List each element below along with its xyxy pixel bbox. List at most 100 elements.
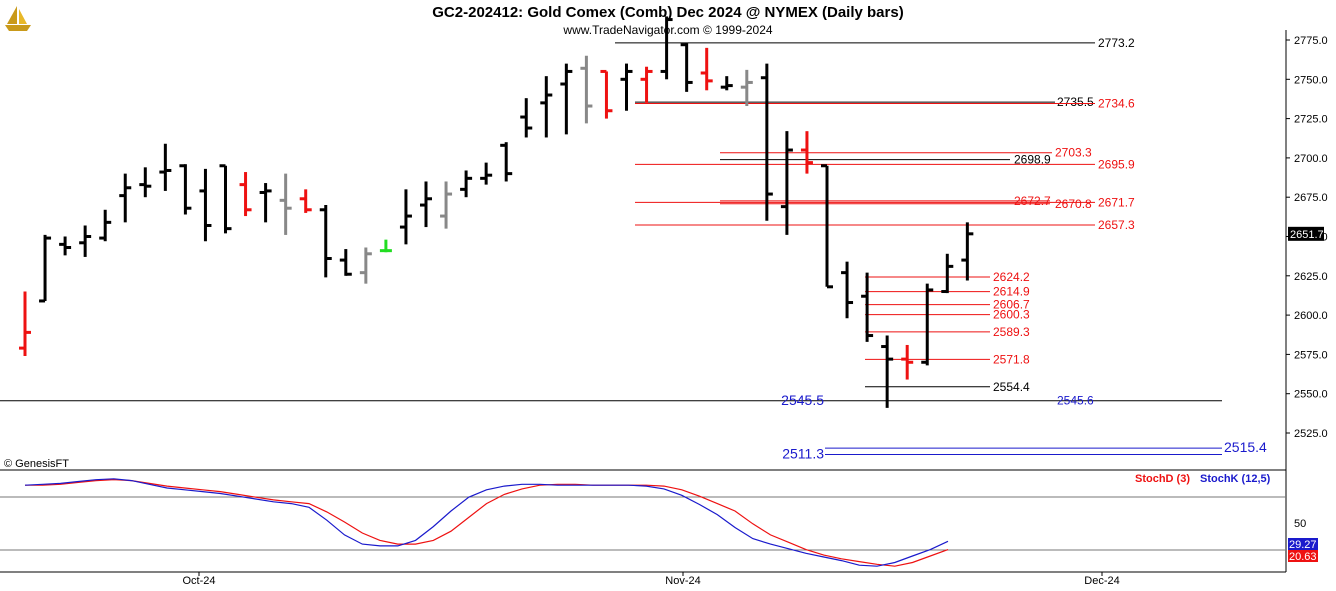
- x-label-nov: Nov-24: [665, 575, 700, 587]
- stochk-value-box: [1288, 538, 1318, 550]
- level-label: 2515.4: [1224, 439, 1267, 455]
- stochd-line: [25, 479, 949, 567]
- level-label: 2657.3: [1098, 218, 1135, 232]
- price-tick-label: 2525.0: [1294, 428, 1328, 440]
- stochastic-lines: [24, 478, 949, 567]
- level-label: 2545.5: [781, 392, 824, 408]
- price-tick-label: 2600.0: [1294, 310, 1328, 322]
- ohlc-bar: [239, 172, 252, 217]
- ohlc-bar: [59, 236, 72, 256]
- ohlc-bar: [780, 131, 793, 235]
- price-tick-label: 2550.0: [1294, 389, 1328, 401]
- level-label: 2773.2: [1098, 36, 1135, 50]
- ohlc-bar: [399, 189, 412, 245]
- ohlc-bar: [319, 205, 332, 278]
- level-label: 2589.3: [993, 325, 1030, 339]
- level-label: 2698.9: [1014, 153, 1051, 167]
- ohlc-bar: [420, 181, 432, 228]
- stochk-last-value: 29.27: [1289, 539, 1317, 551]
- stochd-legend: StochD (3): [1135, 473, 1190, 485]
- ohlc-bar: [700, 47, 713, 91]
- price-tick-label: 2725.0: [1294, 114, 1328, 126]
- level-label: 2703.3: [1055, 146, 1092, 160]
- ohlc-bar: [520, 98, 533, 138]
- ohlc-bar: [740, 69, 753, 107]
- price-tick-label: 2775.0: [1294, 35, 1328, 47]
- ohlc-bar: [279, 173, 292, 235]
- x-label-dec: Dec-24: [1084, 575, 1119, 587]
- level-label: 2671.7: [1098, 195, 1135, 209]
- ohlc-bar: [500, 142, 513, 182]
- ohlc-bars: [19, 16, 974, 408]
- ohlc-bar: [79, 225, 92, 257]
- level-label: 2672.7: [1014, 194, 1051, 208]
- stoch-tick-50: 50: [1294, 518, 1306, 530]
- ohlc-bar: [460, 170, 473, 198]
- ohlc-bar: [359, 247, 372, 284]
- level-label: 2511.3: [782, 446, 824, 462]
- ohlc-bar: [760, 63, 773, 221]
- ohlc-bar: [139, 167, 152, 198]
- ohlc-bar: [259, 183, 272, 223]
- logo: [3, 3, 33, 33]
- ohlc-bar: [299, 189, 312, 213]
- ohlc-bar: [540, 76, 553, 138]
- ohlc-bar: [961, 222, 974, 281]
- ohlc-bar: [720, 76, 733, 91]
- ohlc-bar: [800, 131, 813, 174]
- ohlc-bar: [99, 209, 112, 242]
- genesis-watermark: © GenesisFT: [4, 458, 69, 470]
- stochd-value-box: [1288, 550, 1318, 562]
- ohlc-bar: [480, 162, 493, 185]
- level-label: 2614.9: [993, 285, 1030, 299]
- ohlc-bar: [560, 63, 573, 135]
- ohlc-bar: [199, 168, 212, 242]
- ohlc-bar: [921, 283, 934, 366]
- price-tick-label: 2625.0: [1294, 271, 1328, 283]
- ohlc-bar: [941, 253, 954, 294]
- ohlc-bar: [440, 181, 453, 229]
- price-tick-label: 2675.0: [1294, 192, 1328, 204]
- x-label-oct: Oct-24: [182, 575, 215, 587]
- level-label: 2554.4: [993, 380, 1030, 394]
- last-price-label: 2651.7: [1290, 229, 1324, 241]
- level-label: 2734.6: [1098, 97, 1135, 111]
- price-tick-label: 2700.0: [1294, 153, 1328, 165]
- stochk-legend: StochK (12,5): [1200, 473, 1271, 485]
- last-price-marker: 2651.7: [1288, 226, 1324, 241]
- ohlc-bar: [861, 272, 874, 342]
- ohlc-bar: [580, 55, 593, 124]
- sailboat-logo-icon: [5, 6, 31, 31]
- ohlc-bar: [159, 143, 172, 191]
- ohlc-bar: [821, 164, 833, 289]
- ohlc-bar: [379, 239, 392, 253]
- ohlc-bar: [881, 335, 894, 408]
- level-label: 2624.2: [993, 270, 1030, 284]
- price-tick-label: 2575.0: [1294, 349, 1328, 361]
- ohlc-bar: [179, 164, 192, 215]
- ohlc-bar: [339, 249, 352, 276]
- stochk-line: [24, 478, 949, 567]
- ohlc-bar: [19, 291, 31, 356]
- level-label: 2606.7: [993, 298, 1030, 312]
- ohlc-bar: [841, 261, 854, 319]
- ohlc-bar: [620, 63, 633, 111]
- level-label: 2670.8: [1055, 197, 1092, 211]
- ohlc-bar: [600, 69, 613, 119]
- level-label: 2695.9: [1098, 157, 1135, 171]
- ohlc-bar: [219, 164, 232, 234]
- ohlc-bar: [640, 66, 653, 103]
- ohlc-bar: [119, 173, 132, 223]
- level-label: 2735.5: [1057, 95, 1094, 109]
- level-label: 2571.8: [993, 352, 1030, 366]
- chart-title: GC2-202412: Gold Comex (Comb) Dec 2024 @…: [432, 4, 903, 21]
- ohlc-bar: [680, 43, 693, 92]
- ohlc-bar: [39, 234, 52, 303]
- price-tick-label: 2750.0: [1294, 74, 1328, 86]
- stochd-last-value: 20.63: [1289, 551, 1317, 563]
- ohlc-bar: [901, 344, 914, 380]
- level-label: 2545.6: [1057, 394, 1094, 408]
- ohlc-bar: [660, 16, 673, 80]
